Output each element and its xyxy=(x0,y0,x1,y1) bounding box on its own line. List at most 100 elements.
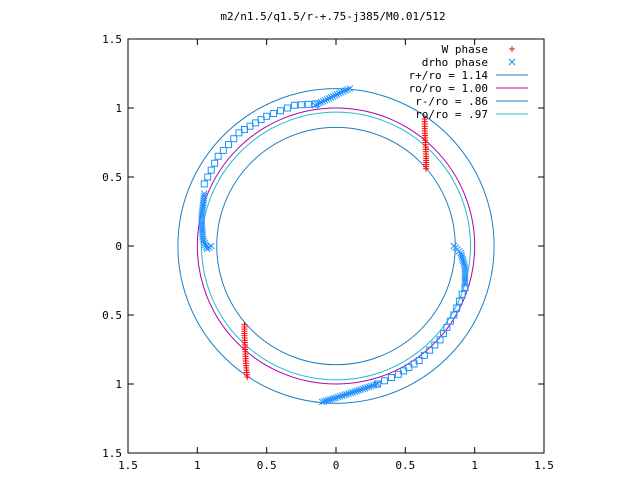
scatter-point-1-122 xyxy=(336,393,344,400)
legend-label-5: ro/ro = .97 xyxy=(415,108,488,121)
scatter-point-2-157 xyxy=(283,104,291,112)
scatter-point-1-116 xyxy=(324,396,332,404)
reference-circle-1 xyxy=(196,107,476,385)
scatter-point-1-134 xyxy=(361,384,369,392)
scatter-point-1-129 xyxy=(351,388,359,395)
y-tick-label-4: 0.5 xyxy=(102,309,122,322)
scatter-point-1-55 xyxy=(327,94,335,101)
legend-marker-1 xyxy=(508,58,516,66)
scatter-point-1-53 xyxy=(323,95,331,103)
scatter-point-2-155 xyxy=(270,110,278,118)
scatter-point-1-88 xyxy=(202,241,209,249)
scatter-point-1-62 xyxy=(341,87,349,94)
scatter-point-1-92 xyxy=(207,242,215,250)
y-tick-label-1: 1 xyxy=(115,102,122,115)
scatter-point-2-156 xyxy=(277,107,285,115)
scatter-point-1-56 xyxy=(329,93,337,100)
x-tick-label-0: 1.5 xyxy=(118,459,138,472)
scatter-point-1-61 xyxy=(339,88,347,95)
scatter-point-1-123 xyxy=(338,392,346,400)
scatter-point-2-171 xyxy=(431,341,439,349)
scatter-point-1-130 xyxy=(353,387,361,395)
scatter-point-1-121 xyxy=(334,393,342,401)
legend-label-2: r+/ro = 1.14 xyxy=(409,69,489,82)
scatter-point-1-127 xyxy=(347,389,354,397)
scatter-point-2-160 xyxy=(304,100,312,108)
x-tick-label-3: 0 xyxy=(333,459,340,472)
scatter-point-2-161 xyxy=(311,100,319,108)
scatter-point-1-58 xyxy=(333,91,341,98)
scatter-point-1-135 xyxy=(363,384,371,391)
scatter-point-1-140 xyxy=(374,380,381,388)
scatter-markers xyxy=(198,85,469,406)
x-tick-label-2: 0.5 xyxy=(257,459,277,472)
scatter-point-2-143 xyxy=(207,166,215,174)
reference-circle-2 xyxy=(216,126,456,366)
legend-label-4: r-/ro = .86 xyxy=(415,95,488,108)
y-tick-label-3: 0 xyxy=(115,240,122,253)
reference-circle-0 xyxy=(177,88,495,404)
scatter-point-2-178 xyxy=(394,370,402,378)
legend-marker-0 xyxy=(509,46,515,52)
y-tick-label-0: 1.5 xyxy=(102,33,122,46)
scatter-point-1-64 xyxy=(346,85,354,93)
scatter-point-1-131 xyxy=(355,386,363,394)
scatter-point-2-158 xyxy=(290,101,298,109)
scatter-point-1-101 xyxy=(459,257,467,265)
x-tick-label-6: 1.5 xyxy=(534,459,554,472)
scatter-point-1-115 xyxy=(322,397,330,405)
legend-label-1: drho phase xyxy=(422,56,488,69)
scatter-point-1-51 xyxy=(319,97,327,105)
x-tick-label-4: 0.5 xyxy=(395,459,415,472)
scatter-point-2-145 xyxy=(214,152,222,160)
scatter-point-1-117 xyxy=(326,396,334,403)
scatter-point-1-99 xyxy=(458,253,466,261)
reference-circle-3 xyxy=(200,111,472,381)
scatter-point-2-144 xyxy=(211,159,219,167)
scatter-point-1-50 xyxy=(317,98,325,106)
scatter-point-1-59 xyxy=(335,90,343,97)
scatter-point-1-114 xyxy=(320,397,328,405)
scatter-point-1-120 xyxy=(332,394,340,402)
scatter-point-1-119 xyxy=(330,395,338,402)
scatter-point-2-170 xyxy=(436,336,444,344)
scatter-point-2-146 xyxy=(219,146,227,154)
scatter-point-1-98 xyxy=(458,251,465,259)
scatter-point-2-172 xyxy=(426,346,434,354)
scatter-point-1-124 xyxy=(340,391,348,399)
scatter-point-2-159 xyxy=(297,101,305,109)
scatter-point-1-97 xyxy=(457,249,465,257)
scatter-point-1-126 xyxy=(345,390,352,398)
scatter-point-1-100 xyxy=(459,255,466,263)
y-tick-label-6: 1.5 xyxy=(102,447,122,460)
scatter-point-2-173 xyxy=(420,351,428,359)
legend-label-0: W phase xyxy=(442,43,488,56)
scatter-point-2-179 xyxy=(387,374,395,382)
scatter-point-1-113 xyxy=(318,398,326,406)
scatter-point-1-133 xyxy=(359,385,367,393)
scatter-point-1-63 xyxy=(344,86,351,93)
scatter-point-1-136 xyxy=(365,383,373,391)
scatter-point-2-164 xyxy=(455,297,463,305)
scatter-point-0-22 xyxy=(423,165,430,172)
scatter-point-1-137 xyxy=(368,382,375,390)
scatter-point-1-86 xyxy=(200,237,208,245)
scatter-point-1-125 xyxy=(343,390,350,398)
y-tick-label-2: 0.5 xyxy=(102,171,122,184)
chart-title: m2/n1.5/q1.5/r-+.75-j385/M0.01/512 xyxy=(220,10,445,23)
scatter-point-2-154 xyxy=(263,112,271,120)
scatter-point-1-118 xyxy=(328,395,336,403)
scatter-point-1-84 xyxy=(199,233,207,241)
scatter-point-1-57 xyxy=(331,92,339,99)
scatter-point-1-60 xyxy=(337,89,345,96)
scatter-point-2-141 xyxy=(200,180,208,188)
legend-label-3: ro/ro = 1.00 xyxy=(409,82,488,95)
scatter-point-1-52 xyxy=(321,96,329,104)
x-tick-label-5: 1 xyxy=(471,459,478,472)
scatter-point-1-85 xyxy=(199,235,207,243)
scatter-point-1-132 xyxy=(357,386,365,393)
scatter-point-2-163 xyxy=(458,290,466,298)
scatter-point-1-48 xyxy=(313,100,321,108)
